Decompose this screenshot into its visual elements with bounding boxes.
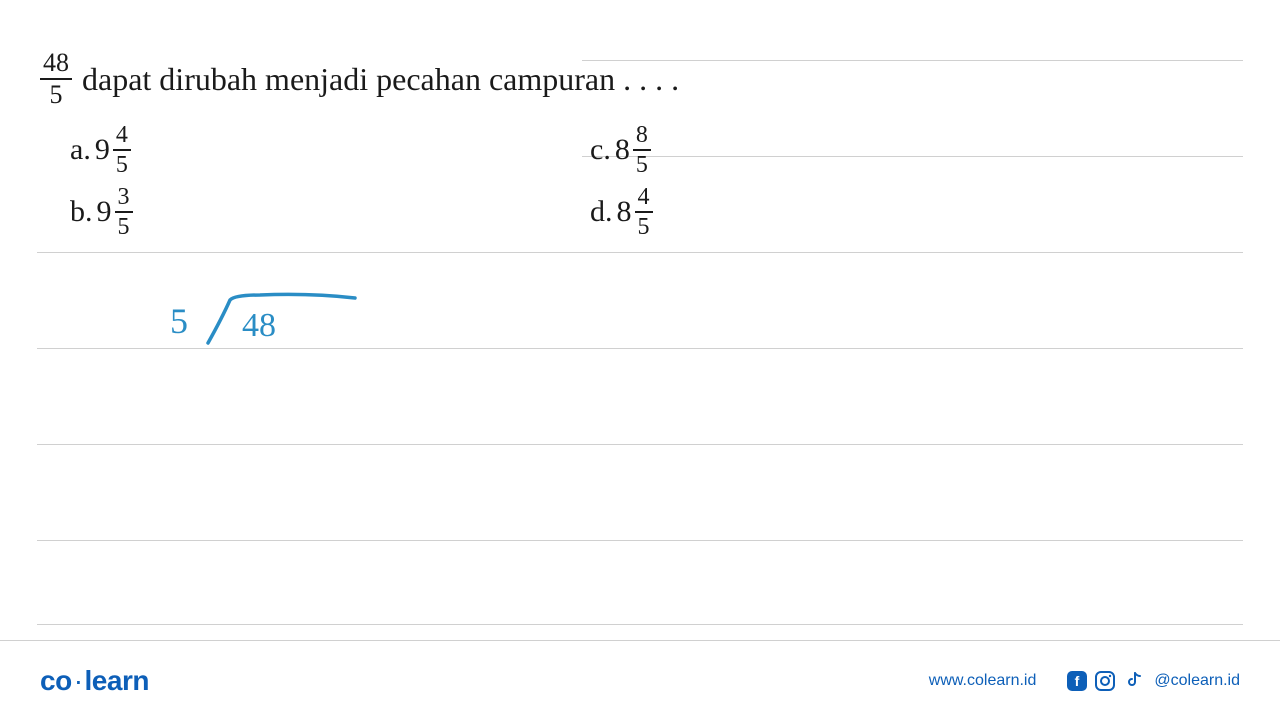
rule-line [37,348,1243,349]
question-fraction: 48 5 [40,50,72,108]
fraction-denominator: 5 [118,213,130,239]
answer-b: b. 9 3 5 [70,185,590,239]
mixed-number: 8 4 5 [617,185,653,239]
answer-label: b. [70,195,93,229]
rule-line [37,444,1243,445]
mixed-number: 8 8 5 [615,123,651,177]
fraction-part: 3 5 [115,185,133,239]
whole-part: 8 [615,133,630,167]
fraction-numerator: 48 [40,50,72,80]
fraction-numerator: 3 [115,185,133,213]
rule-line [37,540,1243,541]
colearn-logo: co·learn [40,665,149,697]
mixed-number: 9 3 5 [97,185,133,239]
question-text: dapat dirubah menjadi pecahan campuran .… [82,61,679,98]
logo-dot: · [74,665,83,696]
instagram-icon [1094,670,1116,692]
rule-line [37,252,1243,253]
tiktok-icon [1122,670,1144,692]
answer-label: d. [590,195,613,229]
svg-text:f: f [1075,673,1080,689]
fraction-numerator: 8 [633,123,651,151]
fraction-denominator: 5 [116,151,128,177]
fraction-denominator: 5 [50,80,63,108]
answer-d: d. 8 4 5 [590,185,1110,239]
question: 48 5 dapat dirubah menjadi pecahan campu… [40,50,1240,108]
facebook-icon: f [1066,670,1088,692]
footer-right: www.colearn.id f @colearn.id [929,670,1240,692]
social-handle: @colearn.id [1154,672,1240,690]
fraction-part: 4 5 [113,123,131,177]
whole-part: 8 [617,195,632,229]
content-area: 48 5 dapat dirubah menjadi pecahan campu… [40,50,1240,239]
answer-c: c. 8 8 5 [590,123,1110,177]
rule-line [37,624,1243,625]
answer-label: a. [70,133,91,167]
fraction-denominator: 5 [636,151,648,177]
website-url: www.colearn.id [929,672,1037,690]
social-links: f @colearn.id [1066,670,1240,692]
fraction-part: 4 5 [635,185,653,239]
fraction-numerator: 4 [635,185,653,213]
whole-part: 9 [97,195,112,229]
fraction-numerator: 4 [113,123,131,151]
mixed-number: 9 4 5 [95,123,131,177]
answer-label: c. [590,133,611,167]
fraction-part: 8 5 [633,123,651,177]
logo-text-co: co [40,665,72,696]
answer-grid: a. 9 4 5 c. 8 8 5 b. 9 [70,123,1240,239]
whole-part: 9 [95,133,110,167]
logo-text-learn: learn [85,665,149,696]
fraction-denominator: 5 [638,213,650,239]
answer-a: a. 9 4 5 [70,123,590,177]
footer: co·learn www.colearn.id f @colearn.id [0,640,1280,720]
